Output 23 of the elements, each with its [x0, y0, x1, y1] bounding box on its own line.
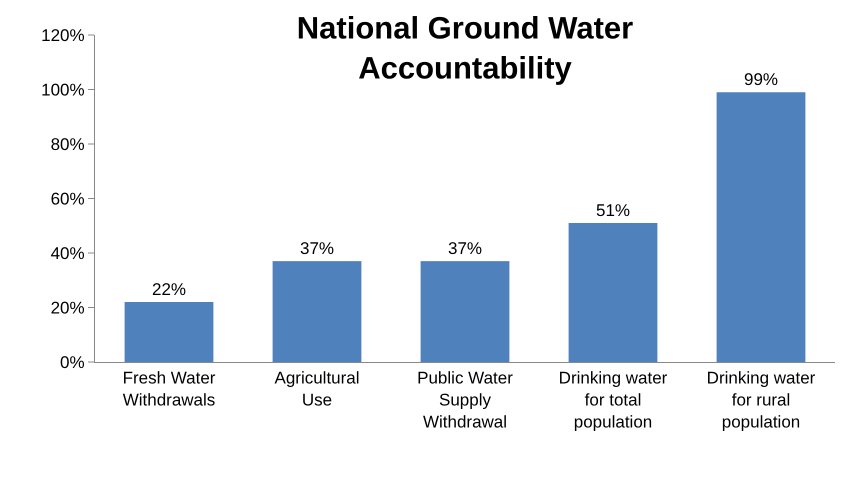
bar — [272, 261, 362, 362]
y-tick-label: 0% — [60, 352, 85, 372]
x-tick-label: Agricultural Use — [274, 368, 360, 410]
data-label: 37% — [448, 239, 482, 258]
x-tick-label: Drinking water for total population — [558, 368, 668, 432]
bar — [716, 92, 806, 362]
y-tick-label: 40% — [50, 244, 85, 263]
x-tick-label: Public Water Supply Withdrawal — [417, 368, 514, 432]
y-tick-label: 20% — [50, 298, 85, 318]
bar — [568, 223, 658, 362]
x-tick-label: Fresh Water Withdrawals — [122, 368, 216, 410]
data-label: 99% — [744, 70, 778, 90]
y-tick-label: 60% — [50, 189, 85, 208]
y-tick-label: 100% — [41, 80, 85, 100]
data-label: 51% — [596, 201, 630, 220]
data-label: 37% — [300, 239, 334, 258]
chart-title: National Ground Water Accountability — [296, 10, 634, 86]
y-tick-label: 120% — [41, 26, 85, 45]
data-label: 22% — [152, 280, 186, 300]
bar — [420, 261, 510, 362]
bar — [124, 302, 214, 362]
y-tick-label: 80% — [50, 134, 85, 154]
x-tick-label: Drinking water for rural population — [706, 368, 816, 432]
